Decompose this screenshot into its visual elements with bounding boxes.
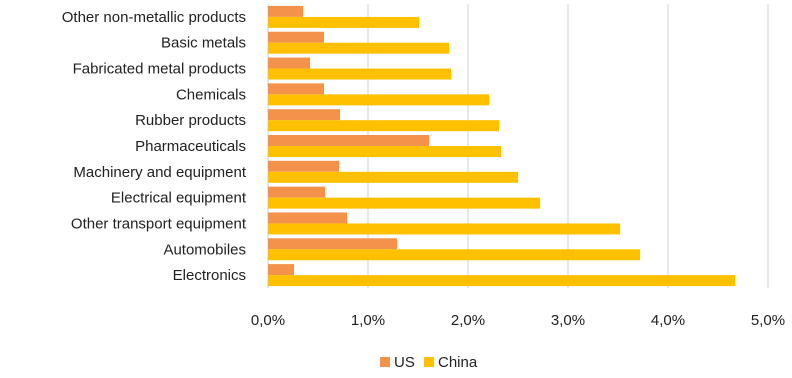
legend-swatch-china	[424, 357, 434, 367]
category-label: Basic metals	[161, 35, 246, 52]
x-tick-label: 4,0%	[651, 312, 685, 329]
bar-us-5	[268, 135, 429, 146]
bar-china-10	[268, 275, 735, 287]
x-tick-label: 3,0%	[551, 312, 585, 329]
x-tick-label: 2,0%	[451, 312, 485, 329]
bar-us-10	[268, 264, 294, 276]
bar-china-1	[268, 42, 449, 54]
legend-label-us: US	[394, 354, 415, 371]
bar-china-2	[268, 68, 451, 80]
legend-label-china: China	[438, 354, 478, 371]
category-label: Fabricated metal products	[73, 61, 246, 78]
bars	[268, 5, 735, 287]
x-tick-labels: 0,0% 1,0% 2,0% 3,0% 4,0% 5,0%	[251, 312, 785, 329]
category-label: Other non-metallic products	[62, 9, 246, 26]
bar-us-3	[268, 83, 324, 95]
x-tick-label: 5,0%	[751, 312, 785, 329]
bar-us-8	[268, 212, 347, 224]
legend-swatch-us	[380, 357, 390, 367]
category-label: Machinery and equipment	[73, 164, 246, 181]
category-label: Pharmaceuticals	[135, 138, 246, 155]
bar-china-8	[268, 223, 620, 235]
bar-china-9	[268, 249, 640, 261]
x-tick-label: 0,0%	[251, 312, 285, 329]
category-label: Automobiles	[163, 241, 246, 258]
bar-china-7	[268, 197, 540, 209]
legend: US China	[380, 354, 478, 371]
bar-us-9	[268, 238, 397, 250]
bar-china-0	[268, 16, 419, 28]
category-label: Electronics	[173, 267, 246, 284]
bar-china-3	[268, 94, 489, 106]
bar-us-1	[268, 31, 324, 43]
category-label: Electrical equipment	[111, 190, 247, 207]
category-labels: Other non-metallic products Basic metals F…	[62, 9, 247, 284]
bar-us-0	[268, 5, 303, 17]
bar-china-4	[268, 120, 499, 132]
bar-us-7	[268, 186, 325, 198]
x-tick-label: 1,0%	[351, 312, 385, 329]
category-label: Chemicals	[176, 86, 246, 103]
category-label: Rubber products	[135, 112, 246, 129]
bar-china-5	[268, 146, 501, 157]
bar-us-4	[268, 109, 340, 121]
category-label: Other transport equipment	[71, 215, 247, 232]
bar-us-2	[268, 57, 310, 69]
bar-china-6	[268, 171, 518, 183]
bar-us-6	[268, 160, 339, 172]
